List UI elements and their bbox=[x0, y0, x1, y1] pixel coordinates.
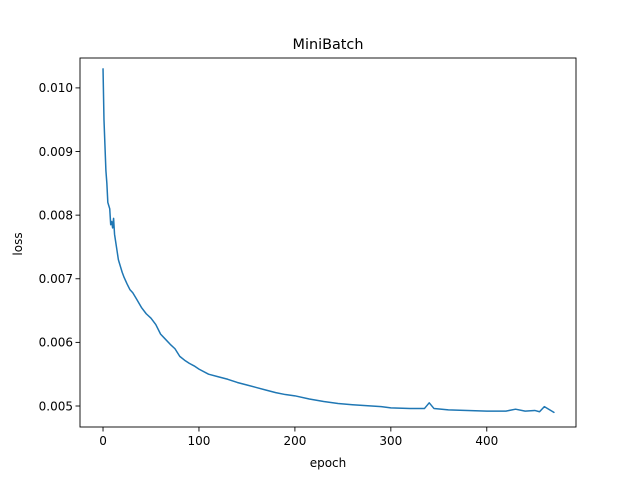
chart-title: MiniBatch bbox=[293, 37, 364, 53]
y-tick-label: 0.005 bbox=[39, 399, 73, 413]
y-axis-label: loss bbox=[11, 232, 25, 255]
x-tick-label: 0 bbox=[99, 434, 107, 448]
x-tick-label: 200 bbox=[283, 434, 306, 448]
y-tick-label: 0.010 bbox=[39, 81, 73, 95]
axes-layer: 0 100 200 300 400 0.005 0.006 0.007 0.008 0.009 0.… bbox=[39, 81, 499, 448]
x-tick-label: 100 bbox=[188, 434, 211, 448]
x-tick-label: 300 bbox=[379, 434, 402, 448]
plot-data-layer bbox=[102, 68, 555, 414]
y-tick-label: 0.008 bbox=[39, 208, 73, 222]
y-tick-label: 0.007 bbox=[39, 272, 73, 286]
y-tick-label: 0.006 bbox=[39, 336, 73, 350]
axes-frame bbox=[79, 57, 577, 428]
x-tick-label: 400 bbox=[475, 434, 498, 448]
y-tick-label: 0.009 bbox=[39, 145, 73, 159]
loss-series-line bbox=[102, 68, 555, 414]
x-axis-label: epoch bbox=[310, 456, 347, 470]
